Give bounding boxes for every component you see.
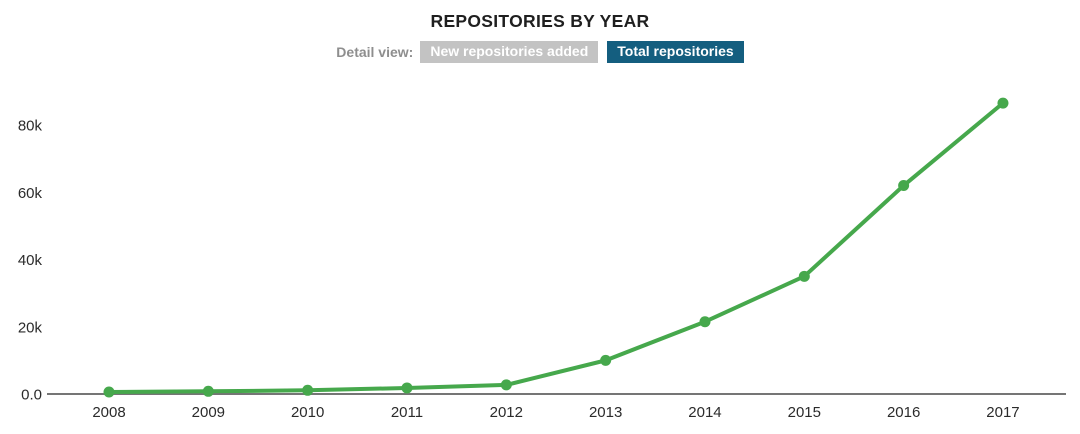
data-point bbox=[401, 382, 413, 394]
y-axis-tick-label: 40k bbox=[18, 252, 43, 269]
x-axis-tick-label: 2009 bbox=[192, 404, 225, 421]
data-point bbox=[600, 354, 612, 366]
detail-view-label: Detail view: bbox=[336, 44, 414, 60]
y-axis-tick-label: 20k bbox=[18, 319, 43, 336]
chart-title: REPOSITORIES BY YEAR bbox=[430, 11, 650, 31]
data-point bbox=[798, 270, 810, 282]
x-axis-tick-label: 2017 bbox=[986, 404, 1019, 421]
data-point bbox=[898, 180, 910, 192]
x-axis-tick-label: 2012 bbox=[490, 404, 523, 421]
x-axis-tick-label: 2011 bbox=[391, 404, 423, 421]
x-axis-tick-label: 2008 bbox=[92, 404, 125, 421]
data-point bbox=[302, 384, 314, 396]
x-axis-tick-label: 2010 bbox=[291, 404, 324, 421]
data-point bbox=[997, 97, 1009, 109]
total-repositories-line bbox=[107, 101, 1005, 394]
y-axis-tick-label: 80k bbox=[18, 118, 43, 135]
data-point bbox=[202, 385, 214, 397]
x-axis-tick-label: 2016 bbox=[887, 404, 920, 421]
data-point bbox=[103, 386, 115, 398]
new-repositories-added-button[interactable]: New repositories added bbox=[420, 41, 599, 63]
data-point bbox=[500, 379, 512, 391]
y-axis-tick-label: 60k bbox=[18, 185, 43, 202]
y-axis-tick-label: 0.0 bbox=[21, 387, 42, 404]
detail-view-toggle: Detail view: New repositories added Tota… bbox=[0, 41, 1080, 63]
x-axis-tick-label: 2015 bbox=[788, 404, 821, 421]
x-axis-tick-label: 2014 bbox=[688, 404, 721, 421]
data-point bbox=[699, 316, 711, 328]
x-axis-tick-label: 2013 bbox=[589, 404, 622, 421]
total-repositories-button[interactable]: Total repositories bbox=[607, 41, 744, 63]
